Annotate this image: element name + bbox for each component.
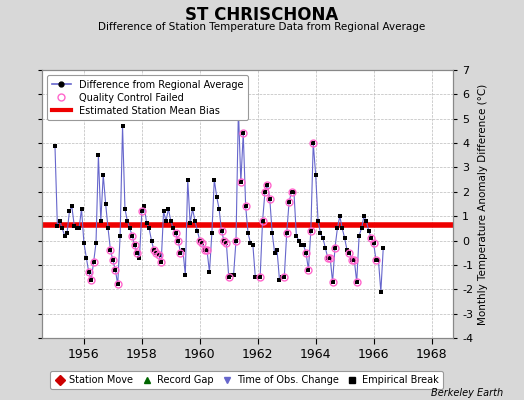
Text: ST CHRISCHONA: ST CHRISCHONA [185,6,339,24]
Text: Berkeley Earth: Berkeley Earth [431,388,503,398]
Legend: Station Move, Record Gap, Time of Obs. Change, Empirical Break: Station Move, Record Gap, Time of Obs. C… [50,371,443,389]
Legend: Difference from Regional Average, Quality Control Failed, Estimated Station Mean: Difference from Regional Average, Qualit… [47,75,248,120]
Text: Difference of Station Temperature Data from Regional Average: Difference of Station Temperature Data f… [99,22,425,32]
Y-axis label: Monthly Temperature Anomaly Difference (°C): Monthly Temperature Anomaly Difference (… [477,83,487,325]
